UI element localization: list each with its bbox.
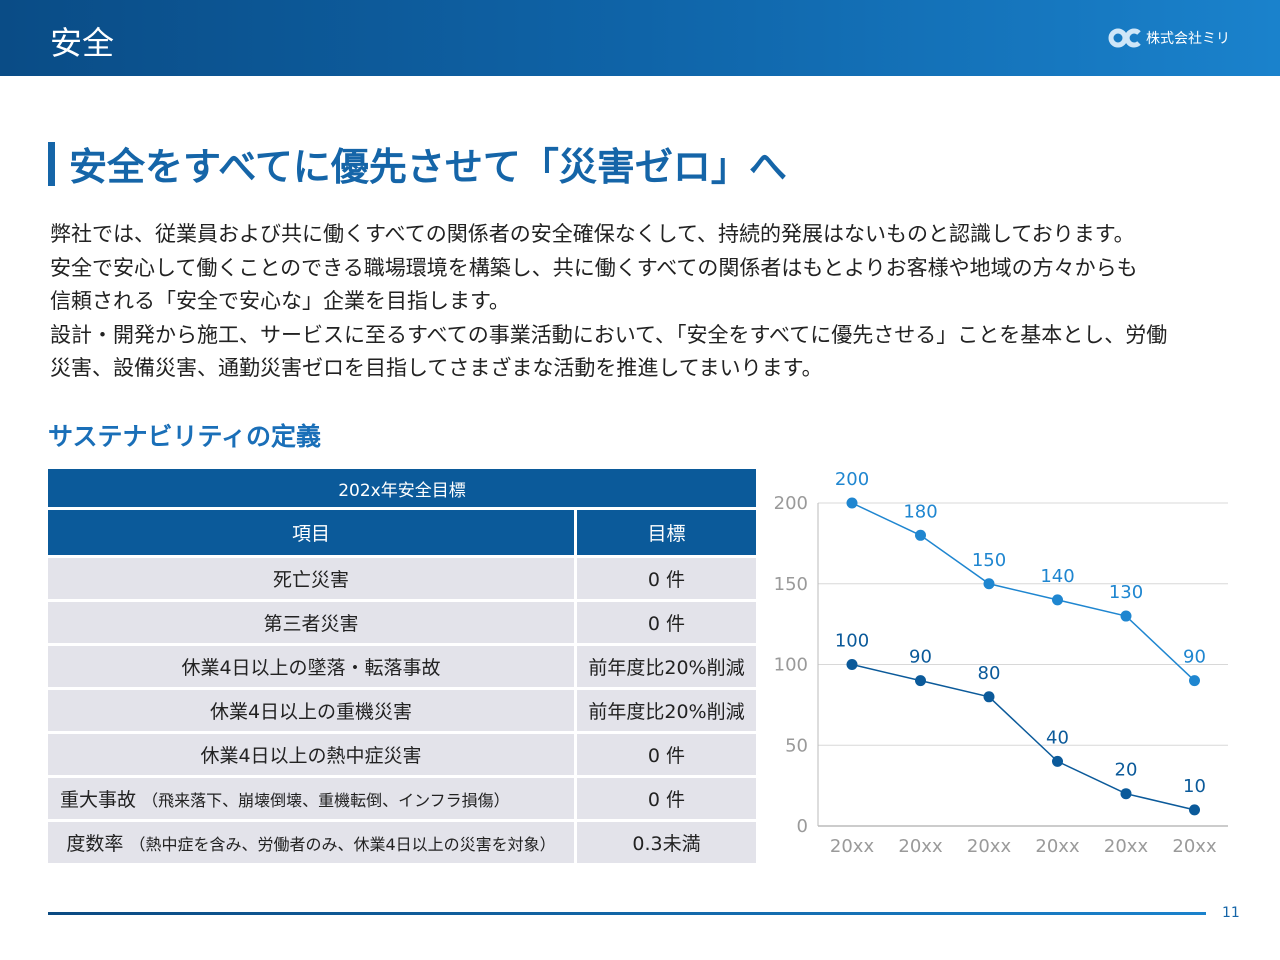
data-point — [983, 578, 995, 590]
x-tick-label: 20xx — [967, 836, 1012, 857]
item-label: 死亡災害 — [272, 569, 349, 591]
table-row: 度数率 （熱中症を含み、労働者のみ、休業4日以上の災害を対象） 0.3未満 — [48, 822, 756, 863]
footer-line — [48, 912, 1206, 915]
data-label: 10 — [1183, 776, 1206, 797]
data-label: 90 — [909, 647, 932, 668]
item-label: 重大事故 — [60, 789, 137, 811]
data-label: 140 — [1040, 566, 1074, 587]
row-target: 0 件 — [577, 734, 756, 775]
item-label: 度数率 — [66, 833, 124, 855]
x-tick-label: 20xx — [1035, 836, 1080, 857]
data-label: 200 — [835, 469, 869, 490]
y-tick-label: 50 — [785, 735, 808, 756]
table-caption: 202x年安全目標 — [48, 469, 756, 507]
intro-line: 安全で安心して働くことのできる職場環境を構築し、共に働くすべての関係者はもとより… — [50, 255, 1138, 280]
data-point — [915, 675, 926, 687]
table-row: 第三者災害 0 件 — [48, 602, 756, 643]
row-item: 休業4日以上の重機災害 — [48, 690, 577, 731]
item-label: 休業4日以上の墜落・転落事故 — [181, 657, 441, 679]
data-point — [1052, 755, 1063, 767]
row-item: 休業4日以上の墜落・転落事故 — [48, 646, 577, 687]
row-item: 重大事故 （飛来落下、崩壊倒壊、重機転倒、インフラ損傷） — [48, 778, 577, 819]
x-tick-label: 20xx — [1172, 836, 1217, 857]
data-label: 130 — [1109, 582, 1143, 603]
table-row: 死亡災害 0 件 — [48, 558, 756, 599]
data-label: 40 — [1046, 727, 1069, 748]
page-number: 11 — [1222, 905, 1240, 921]
intro-line: 災害、設備災害、通勤災害ゼロを目指してさまざまな活動を推進してまいります。 — [50, 356, 823, 380]
data-point — [846, 497, 858, 509]
company-name: 株式会社ミリ — [1146, 31, 1230, 47]
x-tick-label: 20xx — [830, 836, 875, 857]
header-target: 目標 — [577, 510, 756, 555]
data-label: 80 — [978, 663, 1001, 684]
section-title: 安全 — [50, 24, 115, 62]
table-row: 休業4日以上の熱中症災害 0 件 — [48, 734, 756, 775]
item-note: （熱中症を含み、労働者のみ、休業4日以上の災害を対象） — [129, 835, 556, 854]
subheading: サステナビリティの定義 — [48, 422, 322, 451]
y-tick-label: 200 — [774, 493, 808, 514]
x-tick-label: 20xx — [898, 836, 943, 857]
y-tick-label: 150 — [774, 574, 808, 595]
data-label: 100 — [835, 631, 869, 652]
item-label: 休業4日以上の熱中症災害 — [200, 745, 422, 767]
table-row: 休業4日以上の重機災害 前年度比20%削減 — [48, 690, 756, 731]
row-target: 前年度比20%削減 — [577, 690, 756, 731]
data-point — [1120, 788, 1132, 800]
intro-line: 設計・開発から施工、サービスに至るすべての事業活動において、「安全をすべてに優先… — [50, 322, 1168, 347]
data-point — [983, 691, 995, 703]
data-point — [915, 529, 926, 541]
row-target: 0 件 — [577, 558, 756, 599]
header-item: 項目 — [48, 510, 577, 555]
company-logo: 株式会社ミリ — [1108, 28, 1230, 48]
header-bar: 安全 株式会社ミリ — [0, 0, 1280, 76]
row-target: 0 件 — [577, 778, 756, 819]
data-point — [846, 659, 858, 670]
table-row: 休業4日以上の墜落・転落事故 前年度比20%削減 — [48, 646, 756, 687]
row-item: 休業4日以上の熱中症災害 — [48, 734, 577, 775]
data-point — [1189, 804, 1200, 816]
x-tick-label: 20xx — [1104, 836, 1149, 857]
data-label: 150 — [972, 550, 1006, 571]
table-row: 重大事故 （飛来落下、崩壊倒壊、重機転倒、インフラ損傷） 0 件 — [48, 778, 756, 819]
data-label: 20 — [1115, 760, 1138, 781]
y-tick-label: 100 — [774, 655, 808, 676]
row-item: 第三者災害 — [48, 602, 577, 643]
intro-line: 信頼される「安全で安心な」企業を目指します。 — [50, 289, 510, 313]
series-line — [851, 663, 1195, 811]
data-point — [1189, 675, 1200, 687]
y-tick-label: 0 — [797, 816, 808, 837]
row-target: 0 件 — [577, 602, 756, 643]
item-note: （飛来落下、崩壊倒壊、重機転倒、インフラ損傷） — [142, 791, 510, 810]
oc-logo-icon — [1108, 28, 1141, 48]
data-label: 90 — [1183, 647, 1206, 668]
line-chart: 0 50 100 150 200 20xx 20xx 20xx 20xx 20xx 20xx 200 1… — [774, 469, 1228, 857]
page-title: 安全をすべてに優先させて「災害ゼロ」へ — [69, 145, 787, 189]
intro-line: 弊社では、従業員および共に働くすべての関係者の安全確保なくして、持続的発展はない… — [50, 222, 1135, 246]
row-target: 前年度比20%削減 — [577, 646, 756, 687]
series-line — [851, 502, 1196, 682]
row-item: 度数率 （熱中症を含み、労働者のみ、休業4日以上の災害を対象） — [48, 822, 577, 863]
row-item: 死亡災害 — [48, 558, 577, 599]
row-target: 0.3未満 — [577, 822, 756, 863]
intro-text: 弊社では、従業員および共に働くすべての関係者の安全確保なくして、持続的発展はない… — [50, 218, 1250, 386]
item-label: 第三者災害 — [263, 613, 359, 635]
data-point — [1052, 594, 1063, 606]
data-point — [1120, 610, 1132, 622]
page-heading: 安全をすべてに優先させて「災害ゼロ」へ — [48, 136, 787, 191]
safety-goals-table: 202x年安全目標 項目 目標 死亡災害 0 件第三者災害 0 件休業4日以上の墜… — [48, 466, 756, 866]
heading-accent-bar — [48, 141, 55, 186]
item-label: 休業4日以上の重機災害 — [209, 701, 413, 723]
data-label: 180 — [903, 501, 937, 522]
